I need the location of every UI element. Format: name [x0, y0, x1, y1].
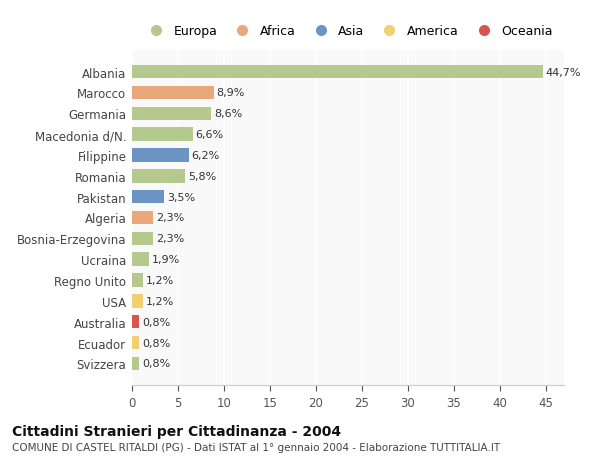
Bar [132, 357, 139, 370]
Bar [132, 86, 214, 100]
Bar [132, 107, 211, 121]
Bar [132, 253, 149, 266]
Legend: Europa, Africa, Asia, America, Oceania: Europa, Africa, Asia, America, Oceania [139, 20, 557, 43]
Text: 1,9%: 1,9% [152, 255, 181, 264]
Text: 6,2%: 6,2% [192, 151, 220, 161]
Bar [132, 211, 153, 225]
Text: 0,8%: 0,8% [142, 358, 170, 369]
Bar [132, 274, 143, 287]
Text: 6,6%: 6,6% [196, 130, 224, 140]
Text: 5,8%: 5,8% [188, 172, 217, 181]
Text: 2,3%: 2,3% [156, 234, 184, 244]
Bar [132, 170, 185, 183]
Text: COMUNE DI CASTEL RITALDI (PG) - Dati ISTAT al 1° gennaio 2004 - Elaborazione TUT: COMUNE DI CASTEL RITALDI (PG) - Dati IST… [12, 442, 500, 452]
Text: 0,8%: 0,8% [142, 317, 170, 327]
Text: 0,8%: 0,8% [142, 338, 170, 348]
Bar [132, 190, 164, 204]
Bar [132, 315, 139, 329]
Text: 8,6%: 8,6% [214, 109, 242, 119]
Bar [132, 232, 153, 246]
Text: Cittadini Stranieri per Cittadinanza - 2004: Cittadini Stranieri per Cittadinanza - 2… [12, 425, 341, 438]
Text: 44,7%: 44,7% [545, 67, 581, 78]
Bar [132, 128, 193, 142]
Bar [132, 336, 139, 350]
Bar [132, 294, 143, 308]
Text: 8,9%: 8,9% [217, 88, 245, 98]
Bar [132, 149, 189, 162]
Bar [132, 66, 543, 79]
Text: 3,5%: 3,5% [167, 192, 195, 202]
Text: 1,2%: 1,2% [146, 275, 174, 285]
Text: 1,2%: 1,2% [146, 296, 174, 306]
Text: 2,3%: 2,3% [156, 213, 184, 223]
